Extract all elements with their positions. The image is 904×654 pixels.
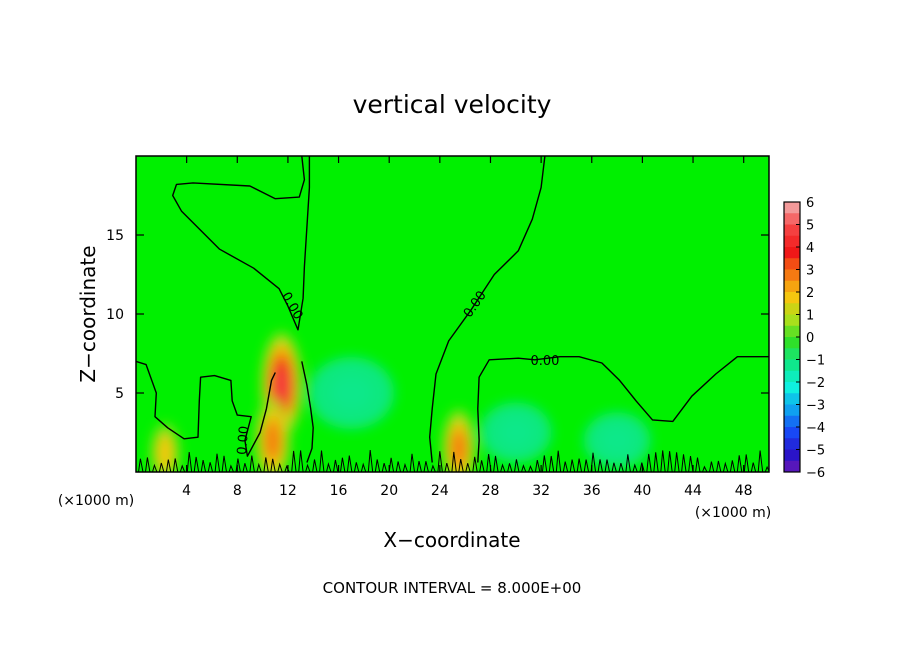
y-axis-ticks: 5 10 15 (106, 228, 769, 402)
x-tick-label: 4 (182, 483, 191, 499)
colorbar-segment-blend (784, 370, 800, 383)
colorbar-segment-blend (784, 460, 800, 473)
contour-interval-footer: CONTOUR INTERVAL = 8.000E+00 (323, 579, 582, 597)
y-tick-label: 10 (106, 307, 124, 323)
colorbar-segment-blend (784, 415, 800, 428)
zero-contours (136, 156, 769, 472)
ground-contour-texture (138, 450, 769, 472)
colorbar-label: 0 (806, 331, 814, 346)
colorbar-label: 4 (806, 241, 814, 256)
colorbar-label: 3 (806, 264, 814, 279)
downdraft-blob (498, 417, 534, 448)
x-tick-label: 32 (532, 483, 550, 499)
x-tick-label: 40 (633, 483, 651, 499)
x-tick-label: 24 (431, 483, 449, 499)
updraft-blob (160, 443, 170, 463)
x-tick-label: 8 (233, 483, 242, 499)
x-tick-label: 48 (735, 483, 753, 499)
colorbar-segment-blend (784, 303, 800, 315)
zero-contour-line (172, 156, 311, 331)
colorbar-label: −2 (806, 376, 825, 391)
x-tick-label: 16 (330, 483, 348, 499)
updraft-blob (268, 430, 277, 451)
zero-contour-line (301, 361, 314, 463)
updraft-blob (454, 438, 463, 458)
downdraft-blob (600, 426, 634, 455)
y-tick-label: 5 (115, 386, 124, 402)
chart-title: vertical velocity (353, 90, 552, 119)
colorbar-label: −1 (806, 354, 825, 369)
colorbar-label: −6 (806, 466, 825, 481)
contour-label: 0.00 (235, 425, 252, 455)
zero-contour-line (477, 356, 769, 463)
colorbar: 6 5 4 3 2 1 0 −1 −2 −3 −4 −5 −6 (783, 196, 825, 481)
plot-area: 0.00 0.000.000.00 (136, 156, 769, 472)
colorbar-segment-blend (784, 438, 800, 450)
colorbar-label: 5 (806, 219, 814, 234)
colorbar-segment-blend (784, 280, 800, 293)
colorbar-label: −3 (806, 399, 825, 414)
colorbar-segment-blend (784, 235, 800, 248)
colorbar-segment-blend (784, 393, 800, 405)
x-tick-label: 44 (684, 483, 702, 499)
x-axis-ticks: 4 8 12 16 20 24 28 32 36 40 44 48 (182, 156, 753, 499)
x-tick-label: 12 (279, 483, 297, 499)
colorbar-label: 2 (806, 286, 814, 301)
colorbar-label: −5 (806, 444, 825, 459)
colorbar-label: 6 (806, 196, 814, 211)
contour-label: 0.00 (530, 354, 559, 369)
x-unit-left: (×1000 m) (58, 493, 134, 509)
x-unit-right: (×1000 m) (695, 505, 771, 521)
colorbar-segment-blend (784, 258, 800, 270)
colorbar-segment-blend (784, 213, 800, 225)
x-tick-label: 28 (482, 483, 500, 499)
colorbar-label: −4 (806, 421, 825, 436)
updraft-blob (278, 376, 285, 394)
y-axis-label: Z−coordinate (76, 245, 100, 382)
colorbar-segment-blend (784, 348, 800, 360)
zero-contour-line (429, 156, 546, 463)
downdraft-blob (329, 375, 373, 411)
zero-contour-line (136, 360, 276, 457)
colorbar-segment-blend (784, 325, 800, 338)
x-tick-label: 36 (583, 483, 601, 499)
x-axis-label: X−coordinate (383, 528, 520, 552)
colorbar-label: 1 (806, 309, 814, 324)
y-tick-label: 15 (106, 228, 124, 244)
x-tick-label: 20 (380, 483, 398, 499)
contour-labels: 0.00 0.000.000.00 (235, 288, 560, 455)
